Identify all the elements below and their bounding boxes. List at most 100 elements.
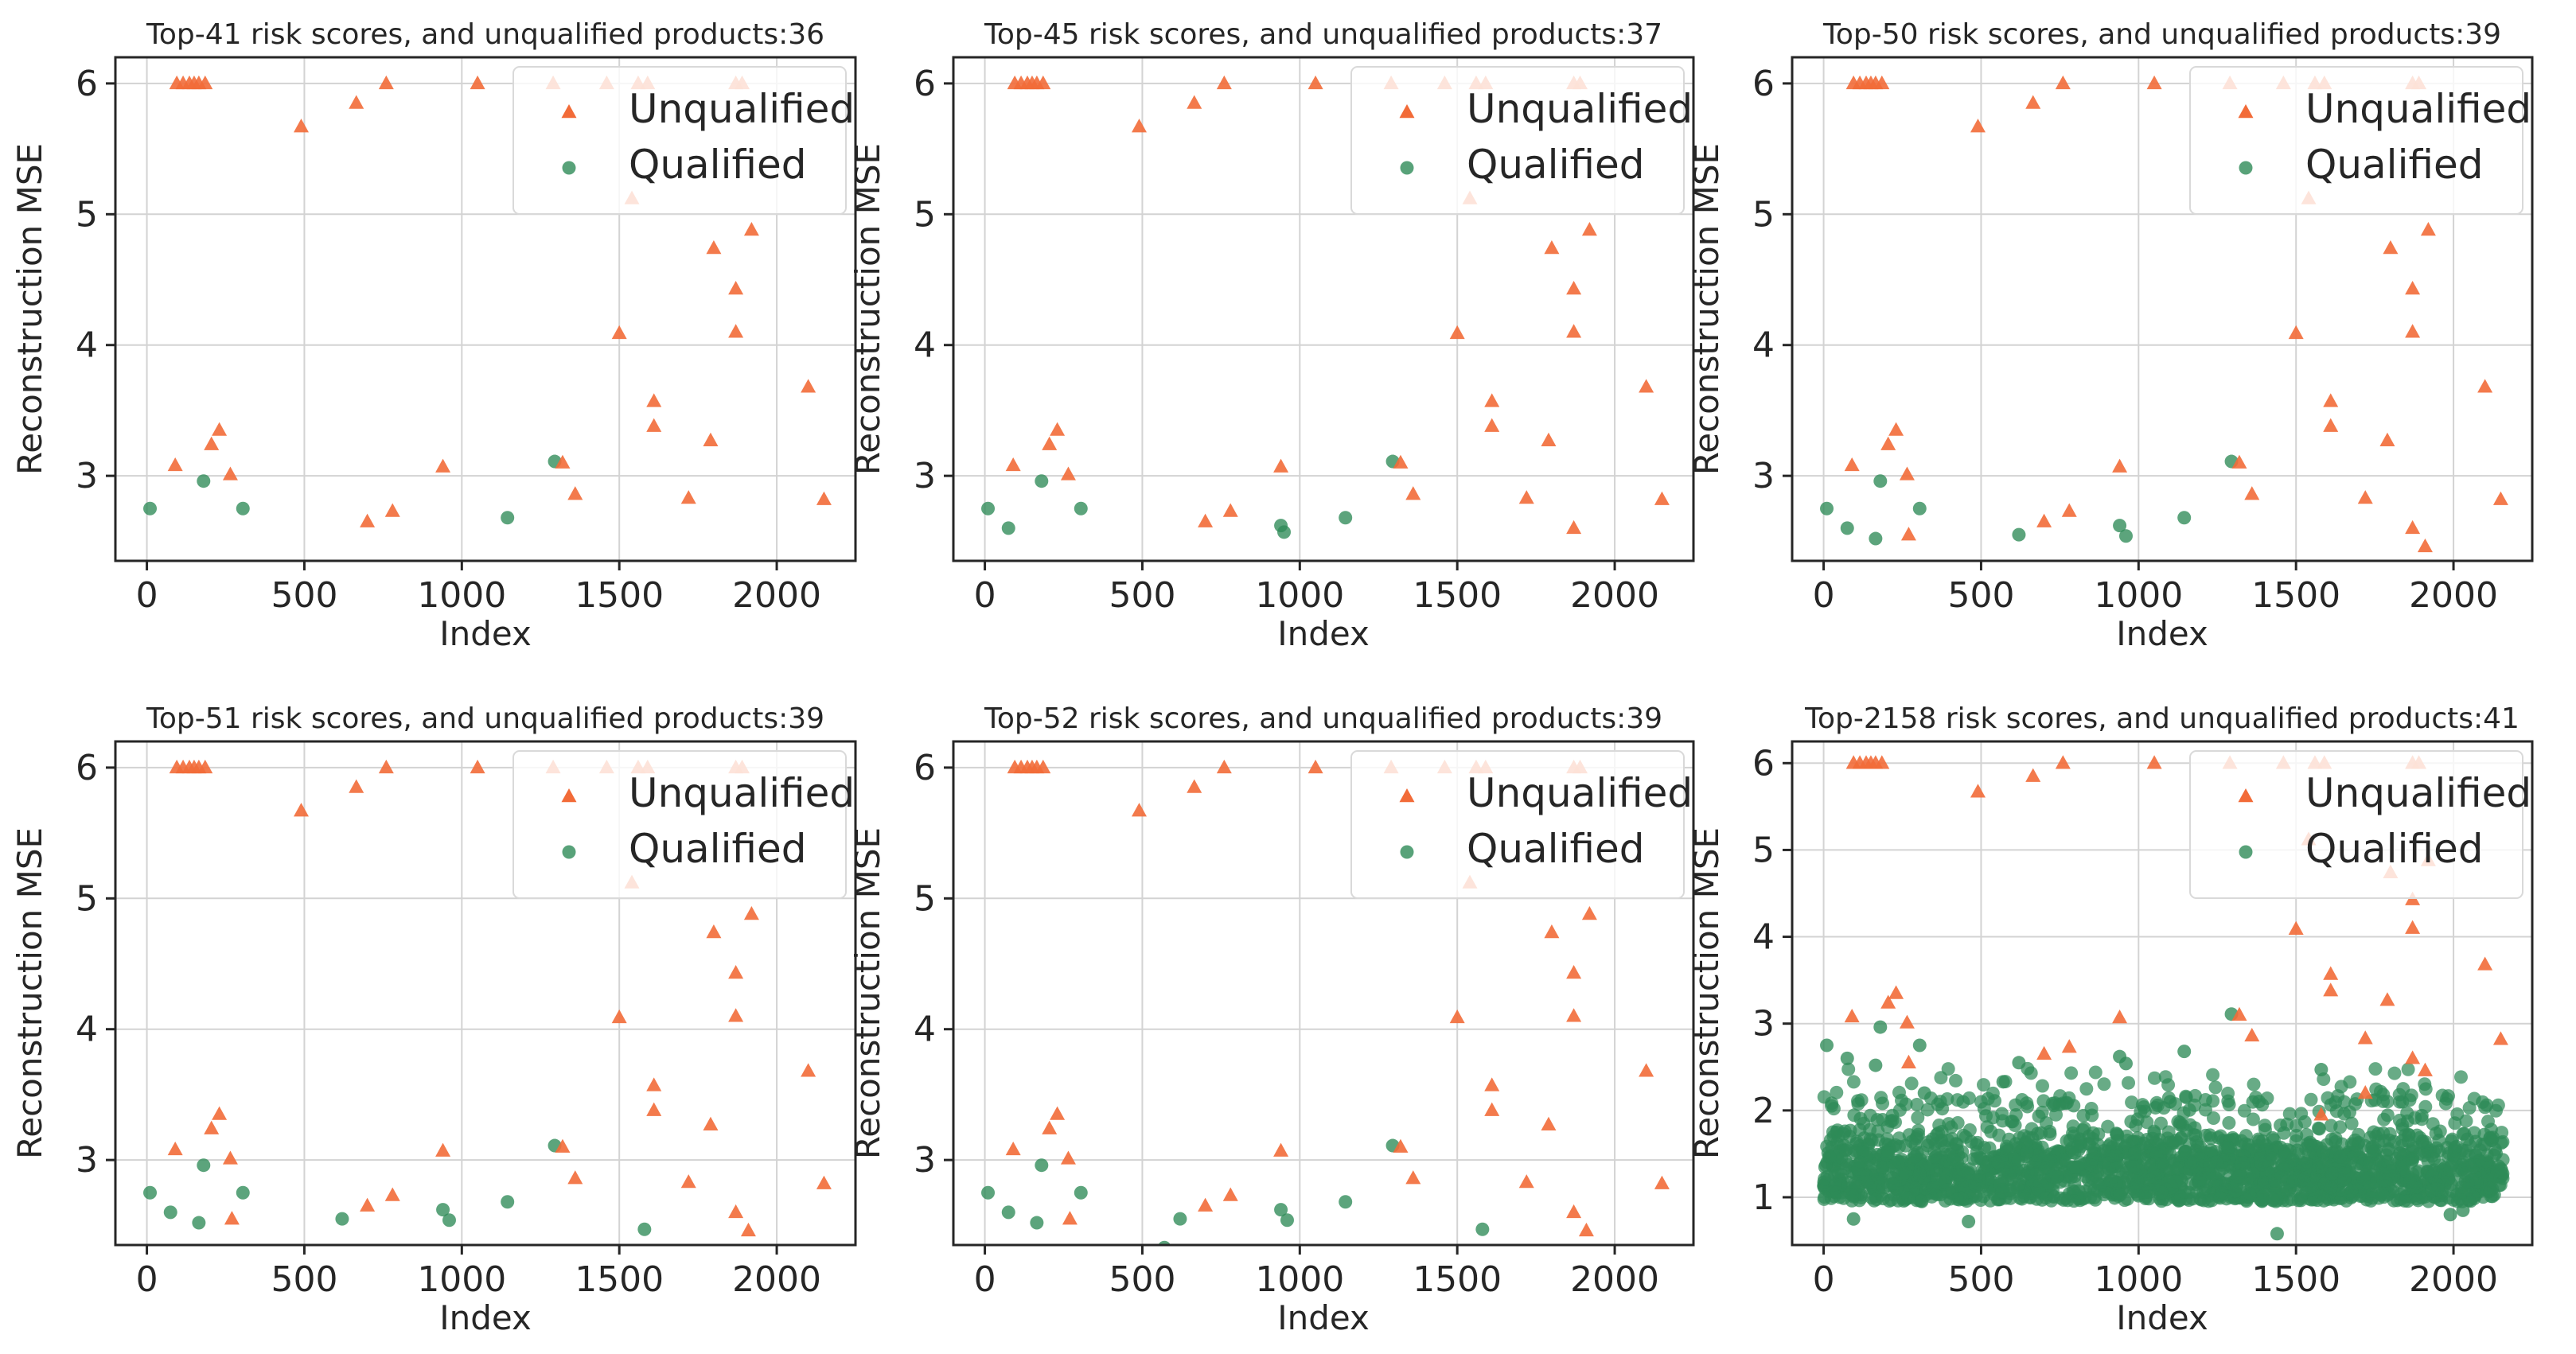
qualified-point xyxy=(1158,1240,1171,1245)
qualified-point xyxy=(2333,1150,2348,1164)
qualified-point xyxy=(1962,1091,1976,1105)
y-tick-label: 5 xyxy=(914,194,936,235)
axes-frame xyxy=(1791,56,2534,562)
x-tick-label: 2000 xyxy=(732,575,821,616)
qualified-point xyxy=(143,501,158,516)
qualified-point xyxy=(2274,1169,2288,1183)
unqualified-point xyxy=(1405,486,1421,500)
unqualified-point xyxy=(1566,324,1582,338)
qualified-point xyxy=(1942,1117,1956,1131)
y-tick-label: 6 xyxy=(76,64,98,104)
qualified-point xyxy=(2020,1145,2034,1159)
unqualified-point xyxy=(728,281,744,295)
unqualified-point xyxy=(435,458,451,473)
x-tick-label: 500 xyxy=(271,1259,337,1300)
unqualified-point xyxy=(1639,1063,1654,1077)
qualified-point xyxy=(1851,1094,1865,1108)
qualified-point xyxy=(2274,1119,2288,1133)
qualified-point xyxy=(2122,1076,2136,1090)
qualified-point xyxy=(1947,1153,1961,1167)
unqualified-point xyxy=(349,95,364,109)
x-tick-label: 1500 xyxy=(1413,1259,1502,1300)
unqualified-point xyxy=(706,240,722,255)
unqualified-point xyxy=(1273,458,1289,473)
unqualified-point xyxy=(1005,1141,1021,1156)
qualified-point xyxy=(2411,1193,2426,1208)
unqualified-point xyxy=(1581,222,1597,236)
unqualified-point xyxy=(1581,906,1597,920)
qualified-point xyxy=(1898,1166,1912,1181)
qualified-point xyxy=(1986,1086,2000,1100)
qualified-point xyxy=(1818,1190,1832,1204)
qualified-point xyxy=(1904,1134,1919,1149)
legend-qualified-label: Qualified xyxy=(2305,826,2483,872)
qualified-point xyxy=(2379,1173,2393,1188)
unqualified-point xyxy=(2323,418,2339,432)
unqualified-point xyxy=(611,325,627,340)
x-axis-label: Index xyxy=(1277,614,1370,653)
qualified-point xyxy=(1828,1177,1842,1192)
qualified-point xyxy=(2493,1178,2508,1193)
unqualified-point xyxy=(2405,1050,2421,1064)
qualified-point xyxy=(2298,1156,2313,1170)
unqualified-point xyxy=(1449,1009,1465,1024)
qualified-point xyxy=(2325,1166,2340,1181)
x-tick-label: 500 xyxy=(1947,575,2014,616)
qualified-point xyxy=(2079,1169,2093,1184)
unqualified-point xyxy=(728,1204,744,1219)
chart-title: Top-2158 risk scores, and unqualified pr… xyxy=(1804,702,2519,735)
qualified-point xyxy=(436,1203,450,1217)
qualified-point xyxy=(2108,1148,2122,1162)
unqualified-point xyxy=(2025,768,2041,782)
qualified-point xyxy=(1927,1150,1942,1165)
qualified-point xyxy=(2293,1193,2308,1208)
y-tick-label: 5 xyxy=(1752,830,1775,870)
qualified-point xyxy=(2137,1136,2151,1150)
qualified-point xyxy=(1992,1128,2006,1142)
qualified-point xyxy=(2231,1169,2245,1184)
chart-title: Top-51 risk scores, and unqualified prod… xyxy=(146,702,824,735)
x-tick-label: 0 xyxy=(1813,1259,1835,1300)
chart-panel-3: Unqualified Qualified 0 500 1000 1500 2000 3 4 5 6… xyxy=(1687,18,2534,653)
x-tick-label: 1000 xyxy=(417,575,506,616)
unqualified-point xyxy=(2025,95,2041,109)
qualified-point xyxy=(2331,1089,2345,1103)
qualified-point xyxy=(1339,511,1353,525)
plot-area xyxy=(1817,755,2510,1241)
unqualified-point xyxy=(2244,486,2260,500)
chart-title: Top-45 risk scores, and unqualified prod… xyxy=(984,18,1662,51)
qualified-point xyxy=(1974,1193,1988,1208)
qualified-point xyxy=(501,511,515,525)
qualified-point xyxy=(2074,1139,2088,1154)
qualified-point xyxy=(2044,1193,2059,1208)
qualified-point xyxy=(1912,1167,1927,1181)
x-tick-label: 1500 xyxy=(575,575,664,616)
qualified-point xyxy=(1847,1108,1861,1122)
qualified-point xyxy=(2266,1130,2280,1145)
unqualified-point xyxy=(1484,1077,1500,1091)
qualified-point xyxy=(2038,1161,2052,1175)
unqualified-point xyxy=(1900,1054,1916,1069)
qualified-point xyxy=(1977,1078,1991,1092)
qualified-point xyxy=(1001,1205,1015,1220)
qualified-point xyxy=(2113,519,2127,533)
qualified-point xyxy=(2237,1103,2251,1118)
y-tick-label: 5 xyxy=(1752,194,1775,235)
qualified-point xyxy=(2410,1128,2424,1142)
legend-qualified-label: Qualified xyxy=(1467,142,1644,188)
unqualified-point xyxy=(212,422,228,436)
x-tick-label: 1500 xyxy=(2251,575,2340,616)
chart-panel-6: Unqualified Qualified 0 500 1000 1500 2000 1 2 3 4… xyxy=(1687,702,2534,1337)
y-tick-label: 4 xyxy=(914,325,936,366)
unqualified-point xyxy=(349,779,364,793)
x-tick-label: 2000 xyxy=(2409,575,2498,616)
legend-qualified-label: Qualified xyxy=(2305,142,2483,188)
qualified-point xyxy=(1840,521,1854,535)
qualified-point xyxy=(2382,1142,2396,1156)
qualified-point xyxy=(197,1158,211,1173)
qualified-point xyxy=(1911,1111,1925,1125)
qualified-point xyxy=(2367,1125,2381,1139)
qualified-point xyxy=(2478,1100,2492,1115)
x-axis-label: Index xyxy=(1277,1298,1370,1337)
x-tick-label: 500 xyxy=(271,575,337,616)
